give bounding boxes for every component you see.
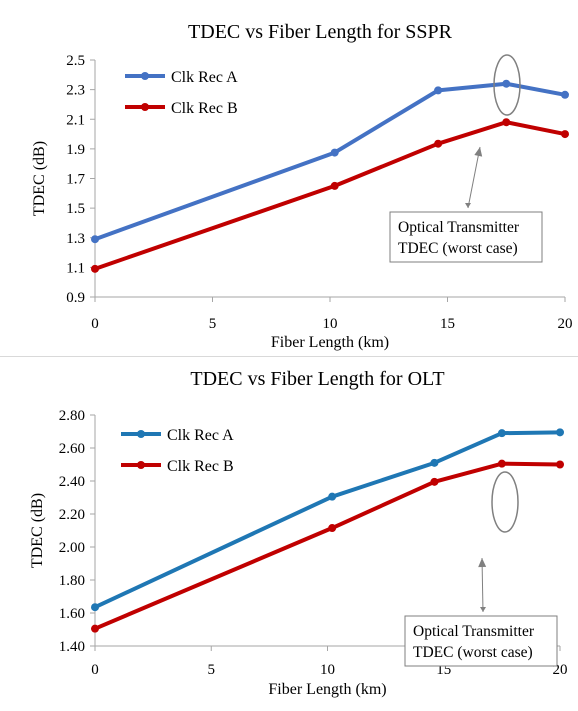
series-2-point [430, 477, 439, 486]
annotation-text-line: Optical Transmitter [413, 623, 535, 640]
y-tick-label: 1.3 [66, 231, 85, 247]
chart-olt-svg: TDEC vs Fiber Length for OLT 1.40 1.60 1.80… [29, 368, 568, 698]
y-axis-title: TDEC (dB) [29, 493, 46, 568]
legend-marker-1 [137, 430, 145, 438]
x-tick-label: 15 [440, 316, 455, 332]
series-1-point [497, 429, 506, 438]
series-2-point [434, 139, 443, 148]
annotation-arrow-tail [465, 203, 471, 208]
series-1-point [502, 79, 511, 88]
x-tick-label: 5 [208, 662, 216, 678]
x-tick-label: 20 [558, 316, 573, 332]
y-tick-label: 1.9 [66, 142, 85, 158]
series-1-point [91, 603, 99, 612]
legend-label-2: Clk Rec B [171, 100, 238, 117]
series-1-point [330, 148, 339, 157]
x-tick-label: 10 [320, 662, 335, 678]
y-tick-label: 1.80 [59, 573, 85, 589]
annotation-arrow-tail [480, 607, 486, 612]
annotation-box [404, 615, 558, 667]
y-tick-label: 0.9 [66, 290, 85, 306]
annotation-arrow-head [478, 558, 487, 568]
y-tick-label: 1.1 [66, 260, 85, 276]
x-axis-title: Fiber Length (km) [271, 334, 389, 351]
series-2-point [91, 624, 99, 633]
chart-sspr: TDEC vs Fiber Length for SSPR 0.9 1.1 1.3 1.… [31, 21, 573, 351]
y-tick-label: 2.20 [59, 507, 85, 523]
chart-olt: TDEC vs Fiber Length for OLT 1.40 1.60 1.80… [0, 358, 578, 711]
annotation-text-line: TDEC (worst case) [413, 644, 533, 661]
annotation-text-line: TDEC (worst case) [398, 240, 518, 257]
series-1-point [91, 235, 99, 244]
legend-label-2: Clk Rec B [167, 458, 234, 475]
y-tick-label: 2.3 [66, 83, 85, 99]
y-tick-label: 1.7 [66, 172, 85, 188]
chart-title: TDEC vs Fiber Length for SSPR [188, 21, 453, 43]
series-2-point [556, 460, 564, 469]
annotation-arrow-line [481, 557, 484, 613]
series-1-point [430, 458, 439, 467]
x-tick-label: 0 [91, 662, 99, 678]
series-2-point [561, 130, 569, 139]
legend-marker-2 [141, 103, 149, 111]
chart-divider [0, 356, 578, 357]
legend-label-1: Clk Rec A [171, 69, 238, 86]
series-1-point [561, 90, 569, 99]
y-tick-label: 2.40 [59, 474, 85, 490]
x-tick-label: 0 [91, 316, 99, 332]
annotation-ellipse [493, 54, 521, 116]
x-tick-label: 5 [209, 316, 217, 332]
annotation-arrow-line [467, 146, 481, 209]
series-1-point [556, 428, 564, 437]
y-tick-label: 1.5 [66, 201, 85, 217]
legend-label-1: Clk Rec A [167, 427, 234, 444]
annotation-arrow-head [474, 147, 483, 157]
y-tick-label: 2.00 [59, 540, 85, 556]
x-axis-title: Fiber Length (km) [268, 681, 386, 698]
series-2-point [497, 459, 506, 468]
y-tick-label: 1.40 [59, 639, 85, 655]
series-2-point [502, 118, 511, 127]
series-1-point [434, 86, 443, 95]
y-tick-label: 2.1 [66, 112, 85, 128]
series-1-point [328, 492, 337, 501]
chart-sspr-svg: TDEC vs Fiber Length for SSPR 0.9 1.1 1.3 1.… [31, 21, 573, 351]
annotation-text-line: Optical Transmitter [398, 219, 520, 236]
series-2-point [330, 181, 339, 190]
series-line-1 [93, 430, 562, 610]
legend-marker-2 [137, 461, 145, 469]
y-tick-label: 2.80 [59, 408, 85, 424]
y-tick-label: 2.60 [59, 441, 85, 457]
y-axis-title: TDEC (dB) [31, 141, 48, 216]
annotation-ellipse [491, 471, 519, 533]
chart-title: TDEC vs Fiber Length for OLT [190, 368, 444, 390]
series-line-2 [93, 461, 562, 631]
annotation-box [389, 211, 543, 263]
legend-marker-1 [141, 72, 149, 80]
x-tick-label: 10 [323, 316, 338, 332]
y-tick-label: 1.60 [59, 606, 85, 622]
series-2-point [91, 264, 99, 273]
y-tick-label: 2.5 [66, 53, 85, 69]
series-2-point [328, 524, 337, 533]
